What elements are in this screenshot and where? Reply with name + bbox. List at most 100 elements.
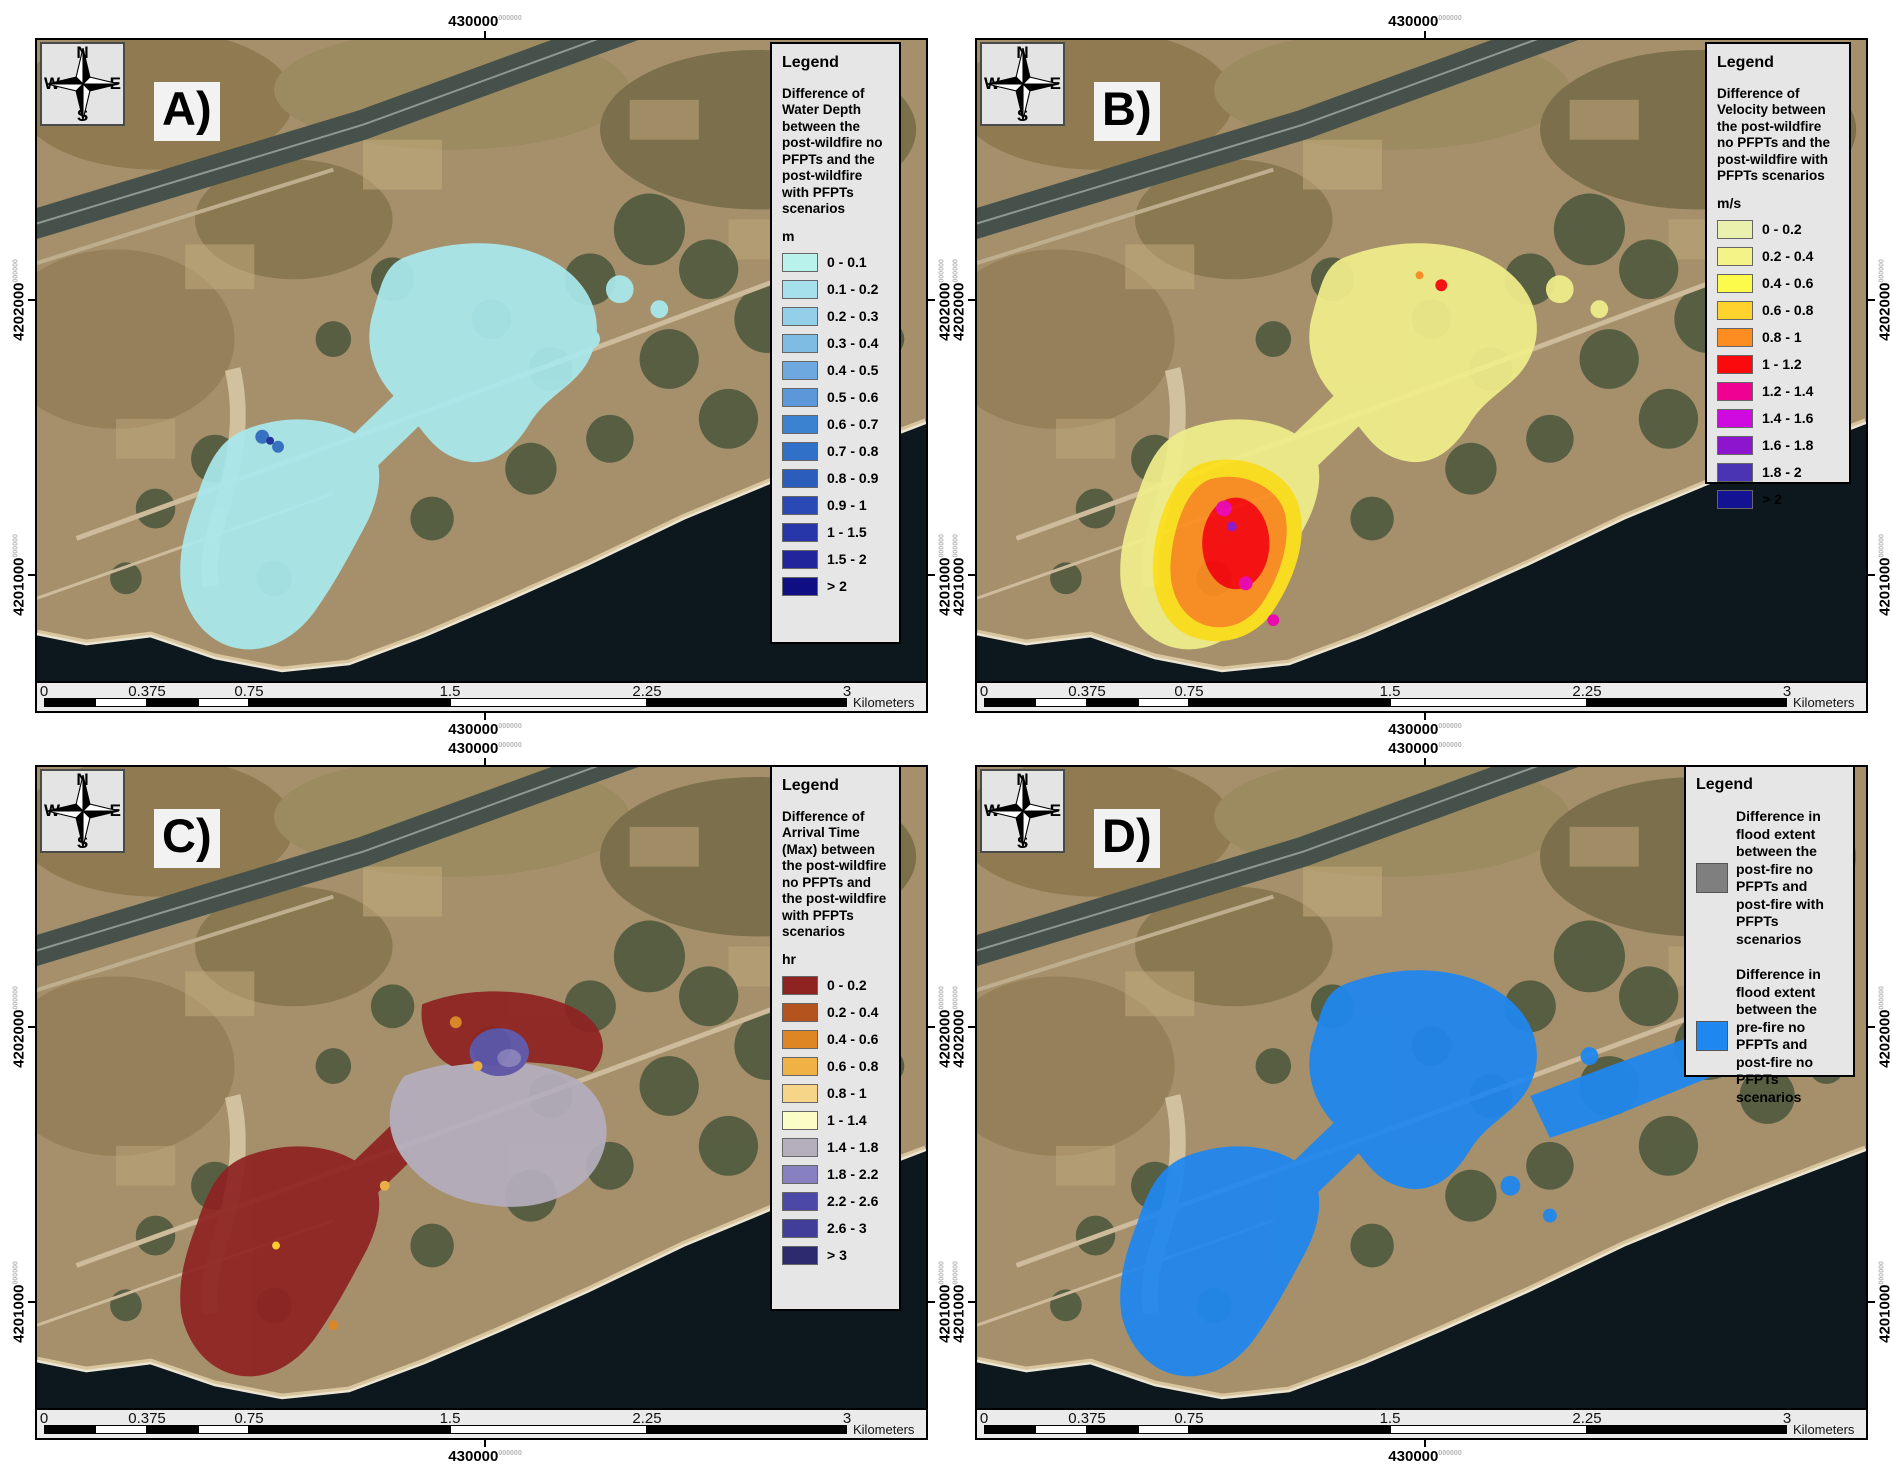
scale-tick-label: 3 [1782, 1410, 1792, 1427]
legend-entry-label: 0.2 - 0.3 [827, 308, 879, 325]
scale-bar-segment [1138, 698, 1189, 707]
grid-label-y-left-upper: 4202000000000 [10, 259, 28, 341]
legend-swatch [782, 549, 818, 569]
scale-bar-segment [95, 698, 147, 707]
legend-swatch [782, 441, 818, 461]
scale-tick-label: 0.375 [128, 1410, 166, 1427]
grid-tick [28, 299, 35, 301]
grid-label-y-right-upper: 4202000000000 [1876, 259, 1892, 341]
scale-tick-label: 0.375 [1068, 1410, 1106, 1427]
scale-bar-segment [147, 1425, 198, 1434]
scale-tick-label: 2.25 [632, 683, 662, 700]
map-c[interactable]: N S W E C) Legend Difference of Arrival … [37, 767, 926, 1410]
legend-swatch [1717, 381, 1753, 401]
panel-label-b: B) [1094, 82, 1160, 142]
legend-entry: 0.5 - 0.6 [782, 387, 889, 407]
legend-swatch [782, 468, 818, 488]
legend-swatch [782, 975, 818, 995]
panel-d: N S W E D) Legend Difference in flood ex… [975, 765, 1868, 1440]
legend-swatch [1717, 489, 1753, 509]
grid-label-y-left-lower: 4201000000000 [950, 534, 968, 616]
legend-entries: 0 - 0.2 0.2 - 0.4 0.4 - 0.6 0.6 - 0.8 0.8 - … [1717, 219, 1839, 509]
scale-tick-label: 0.75 [234, 683, 264, 700]
grid-tick [1868, 299, 1875, 301]
legend-entry-label: 1 - 1.2 [1762, 356, 1802, 373]
legend-entry-label: Difference in flood extent between the p… [1736, 966, 1821, 1105]
legend-entry: 0.4 - 0.6 [782, 1029, 889, 1049]
flood-overlay-water-depth [180, 243, 669, 650]
flood-overlay-arrival-time [180, 991, 607, 1377]
legend-swatch [1717, 327, 1753, 347]
legend-entry: 0.6 - 0.7 [782, 414, 889, 434]
legend-entry: 1 - 1.4 [782, 1110, 889, 1130]
grid-tick [968, 1301, 975, 1303]
scale-bar: 0 0.375 0.75 1.5 2.25 3 Kilometers [977, 681, 1866, 711]
legend-b: Legend Difference of Velocity between th… [1705, 42, 1851, 509]
scale-bar-segment [1189, 698, 1390, 707]
grid-tick [928, 1301, 935, 1303]
scale-tick-label: 0.75 [1174, 683, 1204, 700]
scale-tick-label: 0 [39, 683, 49, 700]
legend-entry-label: > 2 [1762, 491, 1782, 508]
legend-entry-label: 0.2 - 0.4 [1762, 248, 1814, 265]
scale-tick-label: 2.25 [1572, 1410, 1602, 1427]
legend-swatch [782, 1245, 818, 1265]
legend-entry: 0.1 - 0.2 [782, 279, 889, 299]
legend-entry-label: 0.6 - 0.7 [827, 416, 879, 433]
compass-star [46, 47, 119, 121]
legend-entry-label: 0.4 - 0.6 [827, 1031, 879, 1048]
map-b[interactable]: N S W E B) Legend Difference of Velocity… [977, 40, 1866, 683]
legend-c: Legend Difference of Arrival Time (Max) … [770, 767, 901, 1311]
legend-swatch [782, 1083, 818, 1103]
compass-rose: N S W E [40, 769, 125, 853]
grid-label-y-left-upper: 4202000000000 [950, 986, 968, 1068]
grid-label-x-bottom: 430000000000 [1388, 1448, 1462, 1465]
legend-entry-label: 0.8 - 1 [827, 1085, 867, 1102]
legend-swatch [1717, 246, 1753, 266]
map-a[interactable]: N S W E A) Legend Difference of Water De… [37, 40, 926, 683]
scale-bar-segment [44, 1425, 95, 1434]
map-d[interactable]: N S W E D) Legend Difference in flood ex… [977, 767, 1866, 1410]
legend-entry: Difference in flood extent between the p… [1696, 966, 1843, 1106]
legend-entry-label: 1.8 - 2.2 [827, 1166, 879, 1183]
grid-label-x-top: 430000000000 [1388, 13, 1462, 30]
grid-tick [484, 31, 486, 38]
legend-entry-label: 1.2 - 1.4 [1762, 383, 1814, 400]
grid-tick [1868, 574, 1875, 576]
scale-tick-label: 0 [979, 683, 989, 700]
compass-rose: N S W E [40, 42, 125, 126]
legend-entry: 0.4 - 0.5 [782, 360, 889, 380]
legend-entry: > 2 [782, 576, 889, 596]
legend-swatch [782, 1056, 818, 1076]
legend-entry: 0.8 - 1 [1717, 327, 1839, 347]
legend-swatch [1717, 354, 1753, 374]
scale-bar-segment [249, 698, 450, 707]
grid-label-x-top: 430000000000 [1388, 740, 1462, 757]
scale-unit-label: Kilometers [853, 1422, 915, 1437]
legend-entry: 0.4 - 0.6 [1717, 273, 1839, 293]
legend-a: Legend Difference of Water Depth between… [770, 42, 901, 644]
legend-swatch [782, 1191, 818, 1211]
legend-entry: 0.6 - 0.8 [782, 1056, 889, 1076]
panel-label-c: C) [154, 809, 220, 869]
grid-tick [968, 574, 975, 576]
panel-a: N S W E A) Legend Difference of Water De… [35, 38, 928, 713]
compass-rose: N S W E [980, 42, 1065, 126]
legend-swatch [782, 252, 818, 272]
legend-entry: 0.8 - 1 [782, 1083, 889, 1103]
scale-bar-segment [984, 698, 1035, 707]
legend-entry-label: 0.2 - 0.4 [827, 1004, 879, 1021]
legend-entry-label: 0 - 0.2 [1762, 221, 1802, 238]
legend-entry-label: 0 - 0.2 [827, 977, 867, 994]
legend-entry: 1 - 1.5 [782, 522, 889, 542]
scale-bar-segment [647, 698, 847, 707]
legend-entry: 1.8 - 2.2 [782, 1164, 889, 1184]
scale-bar-segment [1587, 698, 1787, 707]
legend-entry: 0 - 0.2 [782, 975, 889, 995]
legend-entry-label: 0 - 0.1 [827, 254, 867, 271]
legend-entry: 1.4 - 1.6 [1717, 408, 1839, 428]
scale-tick-label: 1.5 [1379, 1410, 1401, 1427]
legend-swatch [1717, 408, 1753, 428]
scale-bar-segment [1587, 1425, 1787, 1434]
